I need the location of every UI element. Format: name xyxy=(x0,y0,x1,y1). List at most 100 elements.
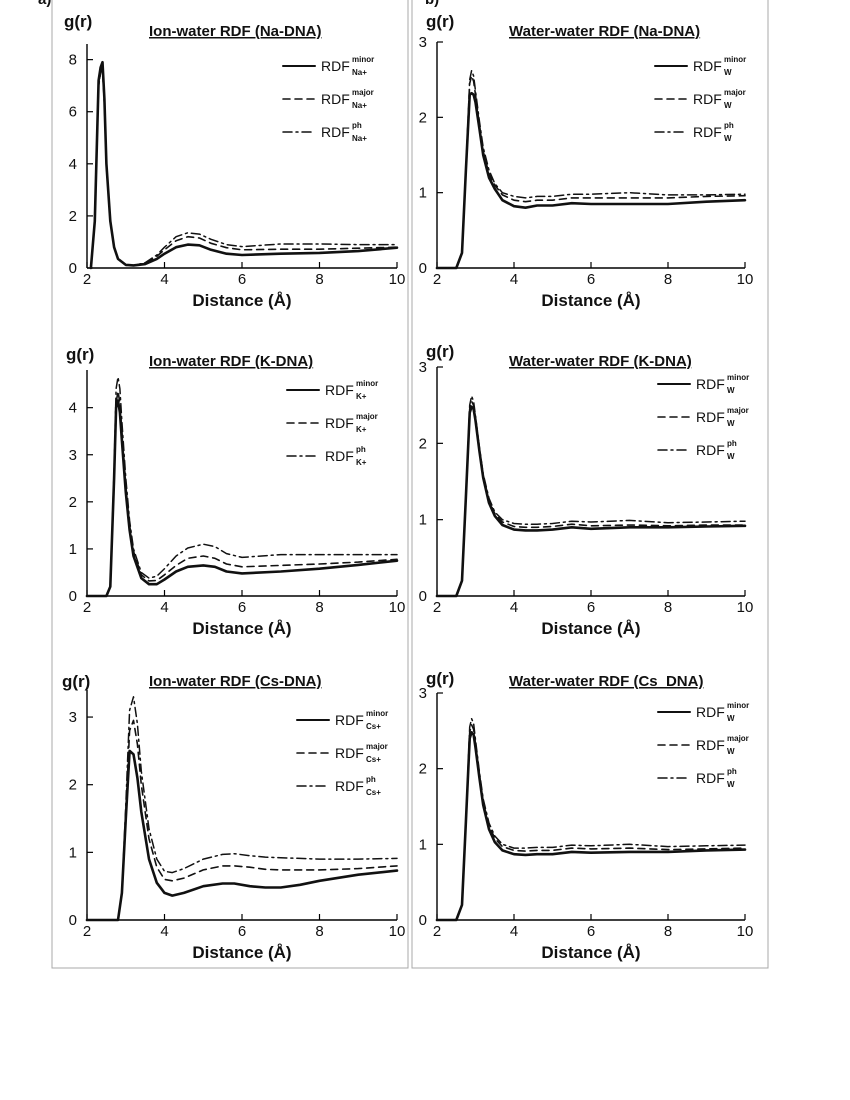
legend-subscript: W xyxy=(727,714,735,723)
chart-title: Water-water RDF (K-DNA) xyxy=(509,353,692,370)
x-tick-label: 2 xyxy=(83,599,91,616)
y-tick-label: 0 xyxy=(69,912,77,929)
legend-superscript: minor xyxy=(727,701,749,710)
x-tick-label: 10 xyxy=(737,599,754,616)
x-tick-label: 8 xyxy=(664,271,672,288)
legend-label-ph: RDF xyxy=(696,770,725,786)
y-tick-label: 0 xyxy=(419,912,427,929)
x-tick-label: 4 xyxy=(160,271,168,288)
x-axis-label: Distance (Å) xyxy=(192,943,291,962)
legend-subscript: W xyxy=(724,68,732,77)
legend-label-minor: RDF xyxy=(696,704,725,720)
y-tick-label: 2 xyxy=(69,494,77,511)
x-tick-label: 4 xyxy=(510,923,518,940)
legend-subscript: W xyxy=(724,134,732,143)
legend-superscript: minor xyxy=(366,709,388,718)
chart-panel-3: 2 4 6 8 10 0 1 2 3 4 Ion-water RDF (K-DNA) g(r) Dist… xyxy=(66,345,405,638)
y-tick-label: 2 xyxy=(419,109,427,126)
legend-label-minor: RDF xyxy=(696,376,725,392)
legend-label-minor: RDF xyxy=(693,58,722,74)
x-tick-label: 2 xyxy=(83,271,91,288)
x-tick-label: 2 xyxy=(433,599,441,616)
panel-letter-a: a) xyxy=(38,0,51,8)
legend-superscript: minor xyxy=(352,55,374,64)
x-tick-label: 2 xyxy=(83,923,91,940)
legend-subscript: K+ xyxy=(356,458,367,467)
chart-panel-2: 2 4 6 8 10 0 1 2 3 Water-water RDF (Na-DNA) g(r) Di… xyxy=(419,12,754,310)
x-tick-label: 6 xyxy=(587,271,595,288)
x-tick-label: 10 xyxy=(389,271,406,288)
legend-superscript: minor xyxy=(356,379,378,388)
legend-label-major: RDF xyxy=(696,737,725,753)
y-tick-label: 1 xyxy=(69,844,77,861)
x-axis-label: Distance (Å) xyxy=(541,943,640,962)
y-axis-label: g(r) xyxy=(64,12,92,31)
y-axis-label: g(r) xyxy=(426,12,454,31)
y-axis-label: g(r) xyxy=(66,345,94,364)
legend-subscript: W xyxy=(727,747,735,756)
panel-letter-b: b) xyxy=(425,0,439,8)
legend-superscript: ph xyxy=(724,121,734,130)
legend-label-ph: RDF xyxy=(321,124,350,140)
legend-label-major: RDF xyxy=(325,415,354,431)
chart-title: Water-water RDF (Na-DNA) xyxy=(509,23,700,40)
chart-title: Ion-water RDF (Cs-DNA) xyxy=(149,673,322,690)
y-tick-label: 3 xyxy=(69,709,77,726)
y-tick-label: 3 xyxy=(419,34,427,51)
x-axis-label: Distance (Å) xyxy=(192,619,291,638)
x-tick-label: 8 xyxy=(664,923,672,940)
legend-subscript: Na+ xyxy=(352,134,367,143)
y-tick-label: 1 xyxy=(419,185,427,202)
legend-superscript: major xyxy=(724,88,746,97)
y-tick-label: 3 xyxy=(419,685,427,702)
legend-label-minor: RDF xyxy=(335,712,364,728)
x-tick-label: 8 xyxy=(315,271,323,288)
x-tick-label: 8 xyxy=(315,923,323,940)
series-line-minor xyxy=(89,60,399,270)
y-axis-label: g(r) xyxy=(426,669,454,688)
legend-superscript: ph xyxy=(727,439,737,448)
x-tick-label: 10 xyxy=(737,923,754,940)
y-tick-label: 2 xyxy=(419,435,427,452)
legend-superscript: ph xyxy=(352,121,362,130)
x-tick-label: 4 xyxy=(510,599,518,616)
legend-superscript: major xyxy=(352,88,374,97)
legend-label-ph: RDF xyxy=(325,448,354,464)
legend-superscript: minor xyxy=(727,373,749,382)
legend-label-ph: RDF xyxy=(335,778,364,794)
legend-subscript: Na+ xyxy=(352,101,367,110)
chart-panel-4: 2 4 6 8 10 0 1 2 3 Water-water RDF (K-DNA) g(r) Dis… xyxy=(419,342,754,638)
y-tick-label: 1 xyxy=(419,512,427,529)
legend-label-ph: RDF xyxy=(693,124,722,140)
chart-panel-5: 2 4 6 8 10 0 1 2 3 Ion-water RDF (Cs-DNA) g(r) Dist… xyxy=(62,672,405,962)
legend-subscript: W xyxy=(727,452,735,461)
y-tick-label: 0 xyxy=(419,260,427,277)
x-tick-label: 6 xyxy=(238,599,246,616)
y-tick-label: 2 xyxy=(69,208,77,225)
x-tick-label: 10 xyxy=(389,923,406,940)
y-tick-label: 6 xyxy=(69,104,77,121)
legend-label-major: RDF xyxy=(696,409,725,425)
legend-subscript: K+ xyxy=(356,425,367,434)
legend-subscript: K+ xyxy=(356,392,367,401)
chart-title: Ion-water RDF (K-DNA) xyxy=(149,353,313,370)
right-column-frame xyxy=(411,0,769,969)
series-line-ph xyxy=(86,696,398,921)
y-tick-label: 4 xyxy=(69,156,77,173)
legend-superscript: minor xyxy=(724,55,746,64)
x-tick-label: 4 xyxy=(510,271,518,288)
x-tick-label: 8 xyxy=(664,599,672,616)
x-tick-label: 10 xyxy=(389,599,406,616)
legend-superscript: ph xyxy=(727,767,737,776)
y-tick-label: 0 xyxy=(69,588,77,605)
y-tick-label: 3 xyxy=(419,359,427,376)
series-line-ph xyxy=(436,717,746,921)
x-axis-label: Distance (Å) xyxy=(192,291,291,310)
legend-subscript: W xyxy=(727,386,735,395)
y-axis-label: g(r) xyxy=(426,342,454,361)
legend-superscript: major xyxy=(356,412,378,421)
series-line-major xyxy=(90,69,398,269)
series-line-ph xyxy=(86,376,398,597)
y-tick-label: 4 xyxy=(69,400,77,417)
